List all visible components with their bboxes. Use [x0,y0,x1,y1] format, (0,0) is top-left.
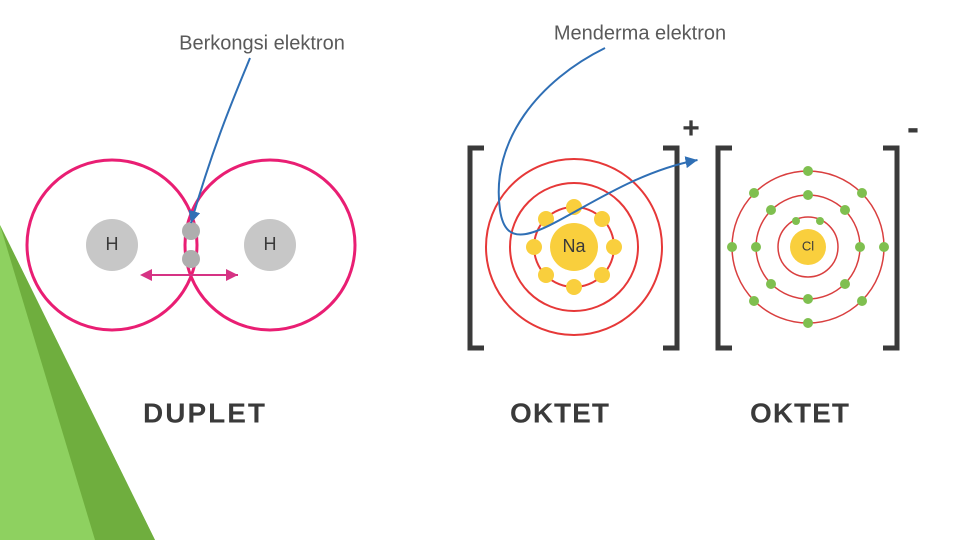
diagram-svg: Berkongsi elektron Menderma elektron H H [0,0,960,540]
label-oktet-na: OKTET [510,397,610,428]
cl-diagram: Cl - [718,107,919,348]
label-duplet: DUPLET [143,397,267,428]
slide: Berkongsi elektron Menderma elektron H H [0,0,960,540]
label-cl: Cl [802,238,814,253]
charge-plus: + [682,112,700,145]
corner-decoration [0,225,155,540]
duplet-diagram: H H [27,58,355,330]
label-oktet-cl: OKTET [750,397,850,428]
label-na: Na [562,236,586,256]
label-h2: H [264,234,277,254]
transfer-arrow [499,48,698,235]
label-h1: H [106,234,119,254]
title-menderma: Menderma elektron [554,22,726,44]
charge-minus: - [907,107,919,148]
na-diagram: Na + [470,112,700,348]
title-berkongsi: Berkongsi elektron [179,32,345,54]
